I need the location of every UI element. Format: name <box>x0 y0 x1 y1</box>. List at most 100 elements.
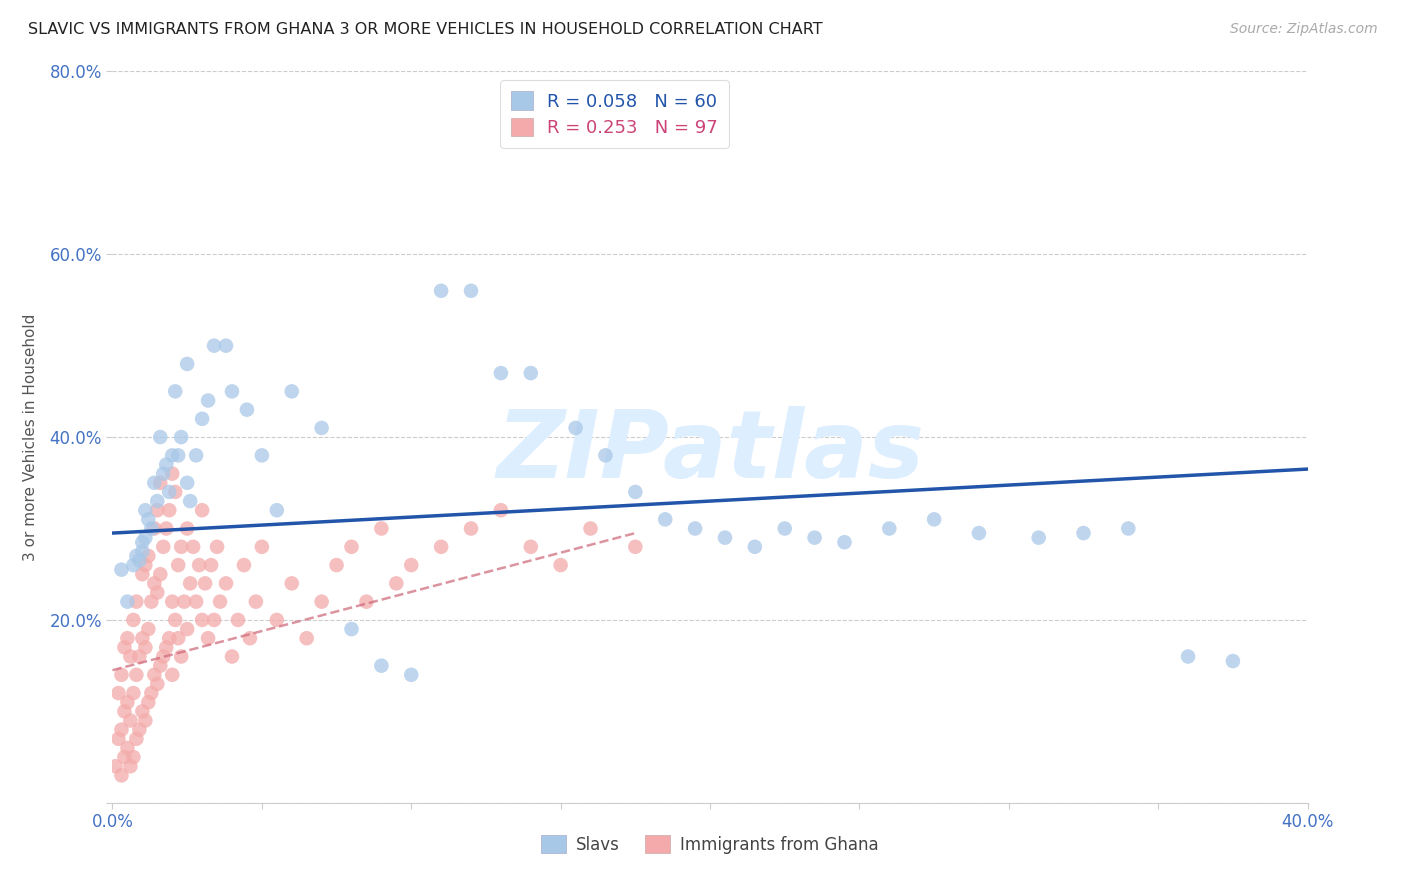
Point <box>520 540 543 554</box>
Point <box>489 366 512 380</box>
Point <box>155 458 177 472</box>
Point <box>125 594 148 608</box>
Point <box>430 284 453 298</box>
Point <box>489 503 512 517</box>
Point <box>281 576 304 591</box>
Point <box>157 485 180 500</box>
Point <box>325 558 347 573</box>
Point <box>401 667 423 681</box>
Point <box>167 632 190 646</box>
Point <box>879 521 901 535</box>
Point <box>162 448 183 462</box>
Point <box>120 714 142 728</box>
Point <box>176 521 198 535</box>
Point <box>146 677 169 691</box>
Point <box>197 393 219 408</box>
Point <box>191 613 214 627</box>
Point <box>654 512 676 526</box>
Point <box>170 649 193 664</box>
Point <box>143 475 166 490</box>
Point <box>215 338 238 352</box>
Point <box>149 430 172 444</box>
Point <box>143 576 166 591</box>
Point <box>281 384 304 399</box>
Point <box>110 768 132 782</box>
Point <box>117 695 139 709</box>
Text: Source: ZipAtlas.com: Source: ZipAtlas.com <box>1230 22 1378 37</box>
Point <box>117 740 139 755</box>
Point <box>430 540 453 554</box>
Point <box>134 640 156 655</box>
Point <box>967 526 990 541</box>
Point <box>138 622 160 636</box>
Point <box>233 558 256 573</box>
Point <box>143 667 166 681</box>
Point <box>131 705 153 719</box>
Point <box>110 563 132 577</box>
Text: ZIPatlas: ZIPatlas <box>496 406 924 498</box>
Point <box>194 576 217 591</box>
Point <box>520 366 543 380</box>
Point <box>167 558 190 573</box>
Point <box>188 558 211 573</box>
Point <box>143 521 166 535</box>
Point <box>114 750 135 764</box>
Point <box>152 467 174 481</box>
Point <box>1222 654 1244 668</box>
Point <box>460 284 482 298</box>
Point <box>117 632 139 646</box>
Point <box>122 686 145 700</box>
Point <box>226 613 249 627</box>
Point <box>1177 649 1199 664</box>
Point <box>370 521 392 535</box>
Point <box>165 485 187 500</box>
Point <box>340 540 363 554</box>
Point <box>114 705 135 719</box>
Point <box>165 384 187 399</box>
Point <box>157 503 180 517</box>
Point <box>311 421 333 435</box>
Point <box>162 667 183 681</box>
Point <box>117 594 139 608</box>
Point <box>110 723 132 737</box>
Point <box>179 576 201 591</box>
Point <box>125 549 148 563</box>
Point <box>186 594 208 608</box>
Point <box>173 594 195 608</box>
Point <box>120 759 142 773</box>
Point <box>245 594 267 608</box>
Point <box>125 667 148 681</box>
Point <box>176 357 198 371</box>
Point <box>170 540 193 554</box>
Text: SLAVIC VS IMMIGRANTS FROM GHANA 3 OR MORE VEHICLES IN HOUSEHOLD CORRELATION CHAR: SLAVIC VS IMMIGRANTS FROM GHANA 3 OR MOR… <box>28 22 823 37</box>
Point <box>146 585 169 599</box>
Point <box>131 544 153 558</box>
Point <box>131 535 153 549</box>
Point <box>167 448 190 462</box>
Point <box>340 622 363 636</box>
Point <box>125 731 148 746</box>
Point <box>250 540 273 554</box>
Point <box>356 594 378 608</box>
Point <box>155 640 177 655</box>
Point <box>202 338 225 352</box>
Point <box>202 613 225 627</box>
Point <box>401 558 423 573</box>
Point <box>149 567 172 582</box>
Point <box>122 558 145 573</box>
Point <box>107 731 129 746</box>
Point <box>714 531 737 545</box>
Point <box>744 540 766 554</box>
Point <box>683 521 706 535</box>
Point <box>460 521 482 535</box>
Point <box>311 594 333 608</box>
Point <box>146 503 169 517</box>
Point <box>141 594 163 608</box>
Point <box>191 412 214 426</box>
Point <box>579 521 602 535</box>
Point <box>131 567 153 582</box>
Point <box>152 649 174 664</box>
Point <box>122 613 145 627</box>
Point <box>221 384 243 399</box>
Point <box>170 430 193 444</box>
